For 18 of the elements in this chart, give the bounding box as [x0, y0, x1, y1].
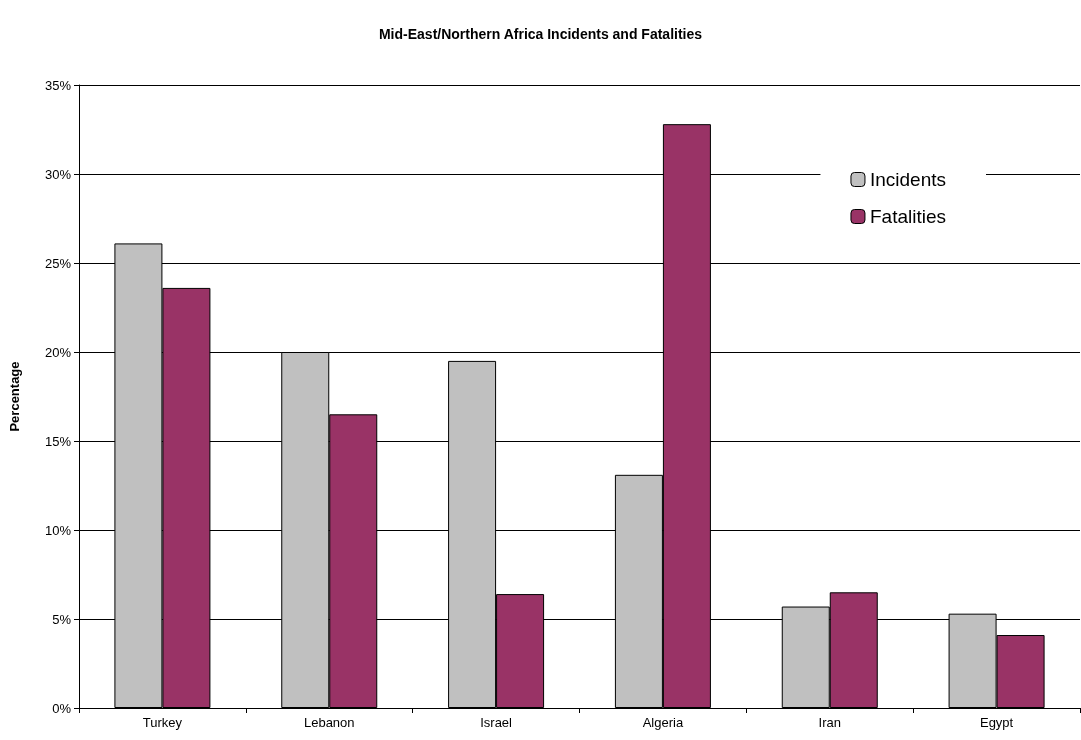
- x-tick-label: Turkey: [142, 715, 183, 730]
- legend-label: Incidents: [869, 169, 946, 190]
- y-tick-label: 0%: [52, 700, 72, 716]
- y-tick-label: 25%: [44, 255, 72, 271]
- y-axis-title: Percentage: [7, 361, 22, 432]
- y-tick-label: 30%: [44, 166, 72, 182]
- x-tick-label: Lebanon: [303, 715, 355, 730]
- y-tick-label: 5%: [52, 611, 72, 627]
- x-tick-label: Algeria: [642, 715, 684, 730]
- y-tick-label: 20%: [44, 344, 72, 360]
- x-tick-label: Egypt: [979, 715, 1014, 730]
- y-tick-label: 10%: [44, 522, 72, 538]
- y-tick-label: 15%: [44, 433, 72, 449]
- legend-label: Fatalities: [869, 206, 946, 227]
- y-tick-label: 35%: [44, 77, 72, 93]
- x-tick-label: Iran: [818, 715, 841, 730]
- x-tick-label: Israel: [480, 715, 513, 730]
- chart-title: Mid-East/Northern Africa Incidents and Fatalities: [378, 26, 703, 42]
